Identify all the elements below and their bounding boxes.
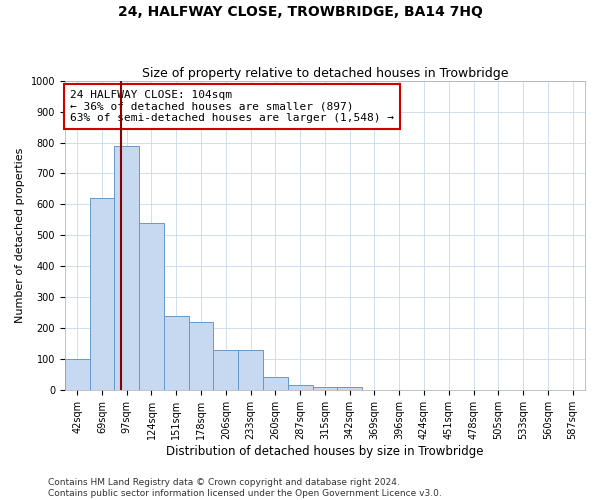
Bar — [238, 350, 263, 390]
Text: 24, HALFWAY CLOSE, TROWBRIDGE, BA14 7HQ: 24, HALFWAY CLOSE, TROWBRIDGE, BA14 7HQ — [118, 5, 482, 19]
Bar — [188, 322, 214, 390]
Bar — [214, 350, 238, 390]
Bar — [164, 316, 188, 390]
Text: Contains HM Land Registry data © Crown copyright and database right 2024.
Contai: Contains HM Land Registry data © Crown c… — [48, 478, 442, 498]
X-axis label: Distribution of detached houses by size in Trowbridge: Distribution of detached houses by size … — [166, 444, 484, 458]
Bar — [115, 146, 139, 390]
Bar — [263, 378, 288, 390]
Y-axis label: Number of detached properties: Number of detached properties — [15, 148, 25, 323]
Bar — [313, 387, 337, 390]
Title: Size of property relative to detached houses in Trowbridge: Size of property relative to detached ho… — [142, 66, 508, 80]
Text: 24 HALFWAY CLOSE: 104sqm
← 36% of detached houses are smaller (897)
63% of semi-: 24 HALFWAY CLOSE: 104sqm ← 36% of detach… — [70, 90, 394, 123]
Bar — [337, 387, 362, 390]
Bar — [65, 359, 89, 390]
Bar — [288, 385, 313, 390]
Bar — [89, 198, 115, 390]
Bar — [139, 223, 164, 390]
